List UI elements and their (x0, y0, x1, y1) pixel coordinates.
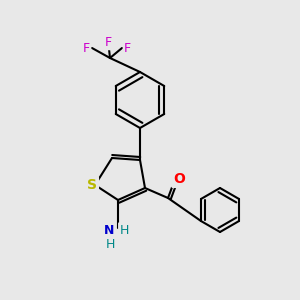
Text: S: S (87, 178, 97, 192)
Text: H: H (119, 224, 129, 236)
Text: F: F (124, 41, 131, 55)
Text: O: O (173, 172, 185, 186)
Text: F: F (83, 41, 90, 55)
Text: N: N (103, 224, 114, 236)
Text: F: F (104, 36, 112, 49)
Text: H: H (105, 238, 115, 250)
